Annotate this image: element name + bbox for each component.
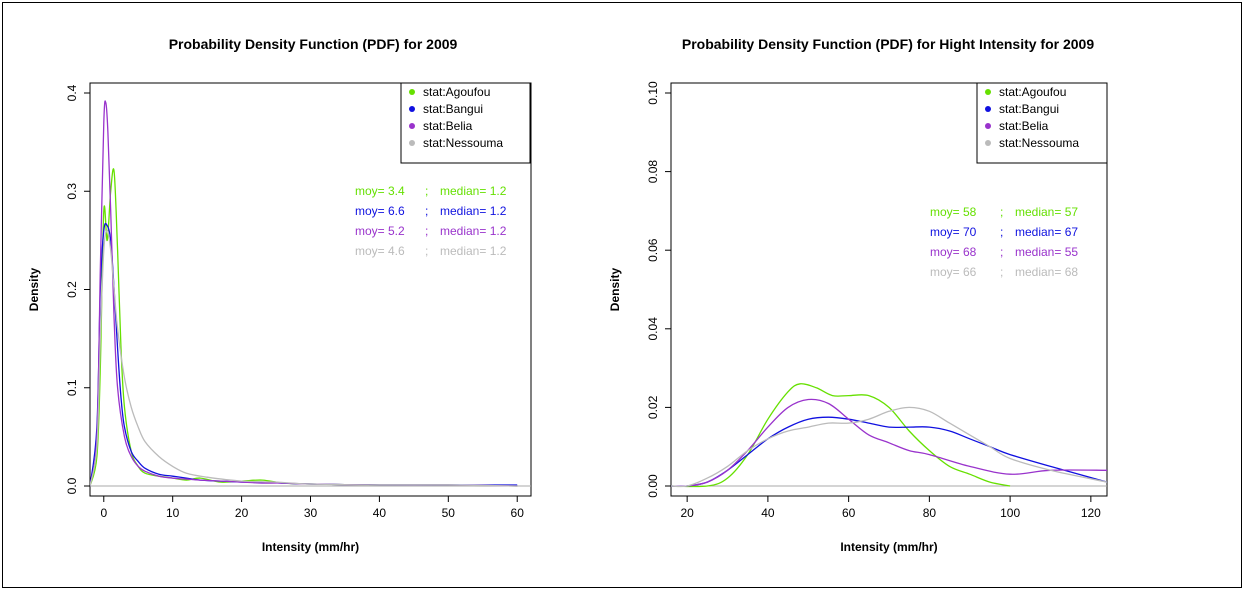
y-tick-label: 0.0 [65, 477, 79, 494]
x-axis-label: Intensity (mm/hr) [262, 540, 359, 554]
stat-separator: ; [425, 184, 428, 198]
chart-1: Probability Density Function (PDF) for 2… [27, 36, 532, 554]
x-tick-label: 20 [680, 506, 694, 520]
chart-title: Probability Density Function (PDF) for H… [682, 36, 1094, 52]
stat-median: median= 1.2 [440, 244, 507, 258]
legend: stat:Agoufou stat:Bangui stat:Belia stat:Ne… [400, 82, 531, 164]
y-tick-label: 0.06 [646, 238, 660, 262]
series-line-statbelia [671, 398, 1107, 487]
series-line-statnessouma [90, 229, 518, 487]
legend-marker [409, 89, 415, 95]
stat-moy: moy= 68 [930, 245, 977, 259]
stat-median: median= 1.2 [440, 204, 507, 218]
y-tick-label: 0.3 [65, 183, 79, 200]
x-tick-label: 80 [923, 506, 937, 520]
y-tick-label: 0.1 [65, 379, 79, 396]
chart-2: Probability Density Function (PDF) for H… [608, 36, 1108, 554]
x-tick-label: 20 [235, 506, 249, 520]
legend-entry: stat:Agoufou [423, 85, 490, 99]
y-tick-label: 0.04 [646, 317, 660, 341]
stat-separator: ; [425, 204, 428, 218]
legend-box [976, 82, 1108, 164]
y-tick-label: 0.02 [646, 395, 660, 419]
stat-separator: ; [1000, 225, 1003, 239]
x-tick-label: 120 [1081, 506, 1101, 520]
stat-separator: ; [1000, 245, 1003, 259]
series-group [90, 100, 518, 487]
x-tick-label: 30 [304, 506, 318, 520]
stat-moy: moy= 5.2 [355, 224, 405, 238]
legend-marker [985, 89, 991, 95]
legend: stat:Agoufou stat:Bangui stat:Belia stat:Ne… [976, 82, 1108, 164]
x-tick-label: 60 [511, 506, 525, 520]
legend-marker [985, 106, 991, 112]
stat-median: median= 68 [1015, 265, 1078, 279]
legend-entry: stat:Bangui [423, 102, 483, 116]
figure-canvas: Probability Density Function (PDF) for 2… [27, 36, 1108, 554]
stat-median: median= 57 [1015, 205, 1078, 219]
series-line-statbangui [90, 222, 518, 487]
y-tick-label: 0.00 [646, 474, 660, 498]
y-tick-label: 0.4 [65, 84, 79, 101]
series-line-statbangui [671, 416, 1107, 487]
legend-entry: stat:Belia [999, 119, 1049, 133]
stat-separator: ; [425, 244, 428, 258]
legend-entry: stat:Agoufou [999, 85, 1066, 99]
x-tick-label: 60 [842, 506, 856, 520]
x-tick-label: 40 [761, 506, 775, 520]
chart-title: Probability Density Function (PDF) for 2… [169, 36, 458, 52]
stat-separator: ; [425, 224, 428, 238]
y-axis-label: Density [608, 268, 622, 312]
y-axis-label: Density [27, 268, 41, 312]
legend-entry: stat:Belia [423, 119, 473, 133]
x-tick-label: 50 [442, 506, 456, 520]
legend-marker [985, 123, 991, 129]
stat-median: median= 1.2 [440, 224, 507, 238]
y-tick-label: 0.08 [646, 160, 660, 184]
stat-moy: moy= 70 [930, 225, 977, 239]
series-group [671, 383, 1107, 488]
y-tick-label: 0.2 [65, 281, 79, 298]
x-tick-label: 40 [373, 506, 387, 520]
series-line-statnessouma [671, 406, 1107, 488]
stat-median: median= 67 [1015, 225, 1078, 239]
plot-box [670, 82, 1108, 497]
x-tick-label: 100 [1000, 506, 1020, 520]
legend-entry: stat:Bangui [999, 102, 1059, 116]
x-axis-label: Intensity (mm/hr) [840, 540, 937, 554]
legend-marker [985, 140, 991, 146]
x-tick-label: 0 [100, 506, 107, 520]
legend-box [400, 82, 531, 164]
legend-entry: stat:Nessouma [423, 136, 503, 150]
stat-moy: moy= 6.6 [355, 204, 405, 218]
stat-moy: moy= 3.4 [355, 184, 405, 198]
x-tick-label: 10 [166, 506, 180, 520]
stat-separator: ; [1000, 265, 1003, 279]
legend-marker [409, 106, 415, 112]
stat-moy: moy= 66 [930, 265, 977, 279]
legend-entry: stat:Nessouma [999, 136, 1079, 150]
stat-median: median= 1.2 [440, 184, 507, 198]
legend-marker [409, 140, 415, 146]
stat-moy: moy= 4.6 [355, 244, 405, 258]
stat-separator: ; [1000, 205, 1003, 219]
stat-moy: moy= 58 [930, 205, 977, 219]
stat-median: median= 55 [1015, 245, 1078, 259]
legend-marker [409, 123, 415, 129]
y-tick-label: 0.10 [646, 81, 660, 105]
series-line-statagoufou [671, 383, 1011, 488]
